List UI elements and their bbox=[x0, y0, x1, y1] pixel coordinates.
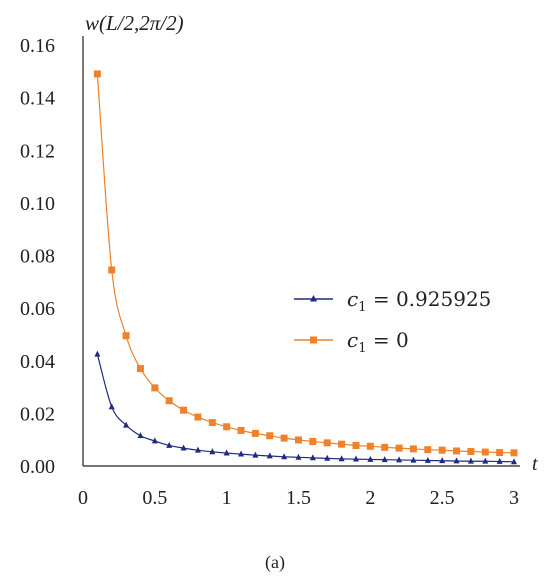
series-layer bbox=[93, 70, 518, 465]
data-point-triangle bbox=[238, 450, 245, 457]
data-point-triangle bbox=[166, 441, 173, 448]
data-point-triangle bbox=[137, 432, 144, 439]
x-tick-label: 1.5 bbox=[286, 487, 311, 509]
data-point-square bbox=[136, 365, 144, 373]
y-tick-label: 0.06 bbox=[20, 298, 55, 320]
data-point-square bbox=[467, 448, 475, 456]
data-point-square bbox=[266, 432, 274, 440]
data-point-triangle bbox=[309, 454, 316, 461]
data-point-square bbox=[93, 70, 101, 78]
data-point-square bbox=[496, 449, 504, 457]
x-tick-label: 0 bbox=[78, 487, 88, 509]
data-point-triangle bbox=[295, 453, 302, 460]
data-point-square bbox=[381, 443, 389, 451]
data-point-triangle bbox=[352, 455, 359, 462]
axes bbox=[82, 36, 520, 467]
data-point-triangle bbox=[424, 456, 431, 463]
data-point-square bbox=[309, 438, 317, 446]
y-tick-labels: 0.00 0.02 0.04 0.06 0.08 0.10 0.12 0.14 0.16 bbox=[20, 35, 55, 478]
data-point-triangle bbox=[180, 444, 187, 451]
series-line bbox=[96, 73, 515, 454]
legend-item: c1 = 0.925925 bbox=[294, 287, 491, 315]
data-point-triangle bbox=[381, 456, 388, 463]
data-point-square bbox=[208, 419, 216, 427]
data-point-square bbox=[438, 446, 446, 454]
data-point-triangle bbox=[223, 449, 230, 456]
data-point-square bbox=[108, 266, 116, 274]
data-point-square bbox=[481, 448, 489, 456]
legend-label: c1 = 0.925925 bbox=[347, 287, 491, 315]
data-point-square bbox=[237, 426, 245, 434]
legend-marker-triangle bbox=[310, 295, 317, 302]
data-point-square bbox=[122, 332, 130, 340]
legend-marker-square bbox=[310, 336, 317, 344]
data-point-triangle bbox=[151, 437, 158, 444]
data-point-triangle bbox=[367, 455, 374, 462]
data-point-triangle bbox=[496, 457, 503, 464]
data-point-triangle bbox=[209, 448, 216, 455]
data-point-triangle bbox=[439, 457, 446, 464]
data-point-square bbox=[352, 441, 360, 449]
data-point-triangle bbox=[194, 446, 201, 453]
data-point-square bbox=[223, 423, 231, 431]
y-tick-label: 0.04 bbox=[20, 351, 55, 373]
data-point-triangle bbox=[338, 455, 345, 462]
y-tick-label: 0.16 bbox=[20, 35, 55, 57]
y-tick-label: 0.08 bbox=[20, 246, 55, 268]
data-point-triangle bbox=[94, 350, 101, 357]
series-line bbox=[96, 354, 515, 463]
x-tick-label: 2.5 bbox=[430, 487, 455, 509]
x-tick-labels: 0 0.5 1 1.5 2 2.5 3 bbox=[78, 487, 519, 509]
legend-label: c1 = 0 bbox=[347, 328, 409, 356]
data-point-square bbox=[510, 449, 518, 457]
series-2 bbox=[93, 70, 518, 457]
x-tick-label: 3 bbox=[509, 487, 519, 509]
data-point-triangle bbox=[108, 403, 115, 410]
data-point-square bbox=[409, 445, 417, 453]
x-tick-label: 2 bbox=[365, 487, 375, 509]
chart: 0.00 0.02 0.04 0.06 0.08 0.10 0.12 0.14 0.16 0 0.… bbox=[20, 11, 538, 509]
data-point-square bbox=[280, 434, 288, 442]
y-tick-label: 0.02 bbox=[20, 403, 55, 425]
data-point-triangle bbox=[410, 456, 417, 463]
data-point-triangle bbox=[252, 451, 259, 458]
data-point-triangle bbox=[511, 458, 517, 465]
y-tick-label: 0.12 bbox=[20, 140, 55, 162]
data-point-square bbox=[453, 447, 461, 455]
data-point-triangle bbox=[482, 457, 489, 464]
figure-caption: (a) bbox=[265, 552, 285, 572]
data-point-square bbox=[251, 429, 259, 437]
data-point-triangle bbox=[281, 453, 288, 460]
data-point-triangle bbox=[467, 457, 474, 464]
y-tick-label: 0.14 bbox=[20, 88, 55, 110]
data-point-square bbox=[165, 397, 173, 405]
data-point-square bbox=[295, 436, 302, 444]
y-axis-label: w(L/2,2π/2) bbox=[85, 11, 184, 35]
data-point-square bbox=[323, 439, 331, 447]
data-point-triangle bbox=[396, 456, 403, 463]
data-point-square bbox=[151, 384, 159, 392]
data-point-triangle bbox=[123, 421, 130, 428]
data-point-square bbox=[424, 446, 432, 454]
x-axis-label: t bbox=[532, 453, 538, 475]
data-point-square bbox=[194, 413, 202, 421]
data-point-triangle bbox=[324, 454, 331, 461]
data-point-triangle bbox=[453, 457, 460, 464]
series-1 bbox=[94, 350, 517, 465]
x-tick-label: 0.5 bbox=[142, 487, 167, 509]
y-tick-label: 0.00 bbox=[20, 456, 55, 478]
data-point-square bbox=[366, 442, 374, 450]
data-point-square bbox=[338, 440, 346, 448]
data-point-square bbox=[395, 444, 403, 452]
legend: c1 = 0.925925 c1 = 0 bbox=[294, 287, 491, 356]
x-tick-label: 1 bbox=[222, 487, 232, 509]
data-point-square bbox=[180, 406, 188, 414]
legend-item: c1 = 0 bbox=[294, 328, 409, 356]
data-point-triangle bbox=[266, 452, 273, 459]
y-tick-label: 0.10 bbox=[20, 193, 55, 215]
